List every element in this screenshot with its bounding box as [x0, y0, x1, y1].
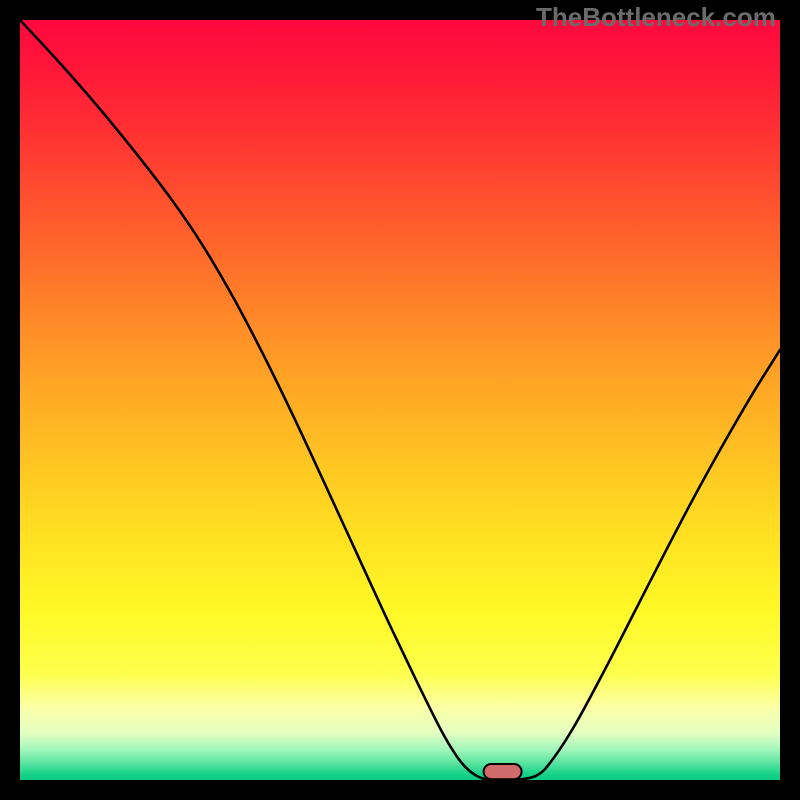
watermark-text: TheBottleneck.com: [536, 2, 776, 33]
gradient-background: [20, 20, 780, 780]
optimal-marker: [484, 764, 522, 779]
bottleneck-chart: [20, 20, 780, 780]
